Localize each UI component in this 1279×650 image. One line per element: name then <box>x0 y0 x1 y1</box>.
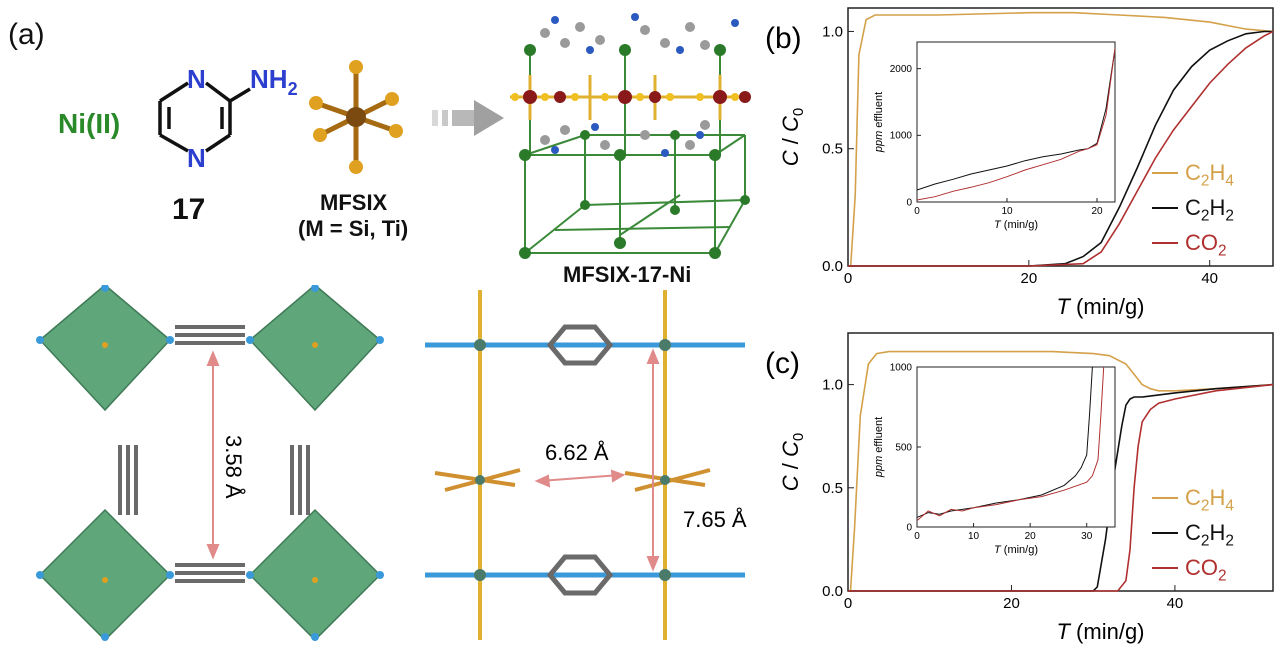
breakthrough-chart-c: 0 20 40 0.0 0.5 1.0 (c) C / C0 T (min/g) C2H4 C2H2… <box>765 332 1274 644</box>
distance-label-2: 6.62 Å <box>545 440 609 465</box>
mfsix-anion-structure <box>309 60 403 174</box>
inset-ytick-label: 0 <box>906 522 912 533</box>
metal-label: Ni(II) <box>58 108 121 139</box>
inset-ytick-label: 1000 <box>890 131 913 142</box>
ring-n-bottom: N <box>187 143 206 173</box>
main-xtick-label: 20 <box>1021 270 1038 287</box>
ring-n-top: N <box>187 64 206 94</box>
inset-xtick-label: 0 <box>914 206 920 217</box>
ligand-stacks <box>118 325 310 583</box>
x-axis-label: T (min/g) <box>1056 619 1144 644</box>
inset-frame <box>916 41 1116 203</box>
panel-a-label: (a) <box>8 18 45 51</box>
main-series-c2h2 <box>848 30 1273 267</box>
y-axis-label: C / C0 <box>778 433 807 491</box>
pyrazine-ring <box>158 81 251 153</box>
main-ytick-label: 0.0 <box>822 583 843 600</box>
ligand-clusters <box>540 13 739 157</box>
legend-label-co2: CO2 <box>1185 555 1227 585</box>
legend-label-c2h4: C2H4 <box>1185 485 1234 515</box>
metal-nodes <box>474 339 671 581</box>
main-xtick-label: 40 <box>1201 270 1218 287</box>
main-series-c2h4 <box>849 350 1274 592</box>
panel-label: (c) <box>765 347 800 380</box>
pore-distance-view: 6.62 Å 7.65 Å <box>425 290 747 640</box>
inset-xtick-label: 10 <box>968 531 980 542</box>
distance-label-1: 3.58 Å <box>221 435 246 499</box>
reaction-arrow <box>432 100 504 136</box>
inset-xtick-label: 20 <box>1025 531 1037 542</box>
framework-structure <box>510 13 751 259</box>
inset-ytick-label: 2000 <box>890 64 913 75</box>
main-ytick-label: 0.0 <box>822 258 843 275</box>
distance-arrows <box>534 348 660 572</box>
inset-series-co2 <box>916 48 1116 201</box>
distance-arrow-1 <box>206 350 220 560</box>
nickel-nodes <box>519 44 750 259</box>
inset-series-c2h2 <box>916 48 1116 191</box>
inset-xtick-label: 30 <box>1081 531 1093 542</box>
anion-name: MFSIX <box>320 190 388 215</box>
panel-label: (b) <box>765 22 802 55</box>
inset-xtick-label: 0 <box>914 531 920 542</box>
pyrazine-rings <box>546 324 614 596</box>
inset-frame <box>916 366 1116 528</box>
inset-xtick-label: 10 <box>1001 206 1013 217</box>
main-xtick-label: 0 <box>844 595 852 612</box>
main-xtick-label: 20 <box>1003 595 1020 612</box>
legend-label-c2h4: C2H4 <box>1185 160 1234 190</box>
distance-label-3: 7.65 Å <box>683 507 747 532</box>
inset-y-label: ppm effluent <box>873 92 885 153</box>
inset-xtick-label: 20 <box>1091 206 1103 217</box>
anion-variants: (M = Si, Ti) <box>298 216 409 241</box>
main-series-co2 <box>848 383 1274 592</box>
inset-x-label: T (min/g) <box>994 219 1038 231</box>
breakthrough-chart-b: 0 20 40 0.0 0.5 1.0 (b) C / C0 T (min/g) C2H4 C2H2… <box>765 7 1274 319</box>
main-series-c2h2 <box>848 383 1274 592</box>
main-ytick-label: 0.5 <box>822 141 843 158</box>
metal-center <box>346 107 366 127</box>
inset-series-co2 <box>916 366 1105 521</box>
inset-ytick-label: 1000 <box>890 362 913 373</box>
x-axis-label: T (min/g) <box>1056 294 1144 319</box>
main-series-c2h4 <box>849 11 1274 267</box>
fluoride-atoms <box>309 60 403 174</box>
main-xtick-label: 0 <box>844 270 852 287</box>
corner-fluorides <box>36 285 384 641</box>
framework-lattice <box>524 50 746 254</box>
octahedra-pore-view: 3.58 Å <box>36 285 384 642</box>
main-ytick-label: 0.5 <box>822 480 843 497</box>
aminopyrazine-structure: N N NH2 <box>158 64 298 173</box>
legend-label-co2: CO2 <box>1185 230 1227 260</box>
inset-y-label: ppm effluent <box>873 417 885 478</box>
main-ytick-label: 1.0 <box>822 23 843 40</box>
amine-group: NH2 <box>250 64 298 99</box>
pillar-centers <box>523 90 751 104</box>
inset-ytick-label: 0 <box>906 197 912 208</box>
y-axis-label: C / C0 <box>778 108 807 166</box>
framework-name: MFSIX-17-Ni <box>563 262 692 287</box>
main-series-co2 <box>848 30 1274 267</box>
legend-label-c2h2: C2H2 <box>1185 195 1234 225</box>
main-ytick-label: 1.0 <box>822 377 843 394</box>
main-xtick-label: 40 <box>1167 595 1184 612</box>
octahedra <box>38 285 382 642</box>
octahedra-centers <box>102 342 318 583</box>
pillar-fluorides <box>511 93 739 101</box>
inset-ytick-label: 500 <box>895 442 912 453</box>
inset-x-label: T (min/g) <box>994 544 1038 556</box>
legend-label-c2h2: C2H2 <box>1185 520 1234 550</box>
ligand-number: 17 <box>172 193 206 226</box>
